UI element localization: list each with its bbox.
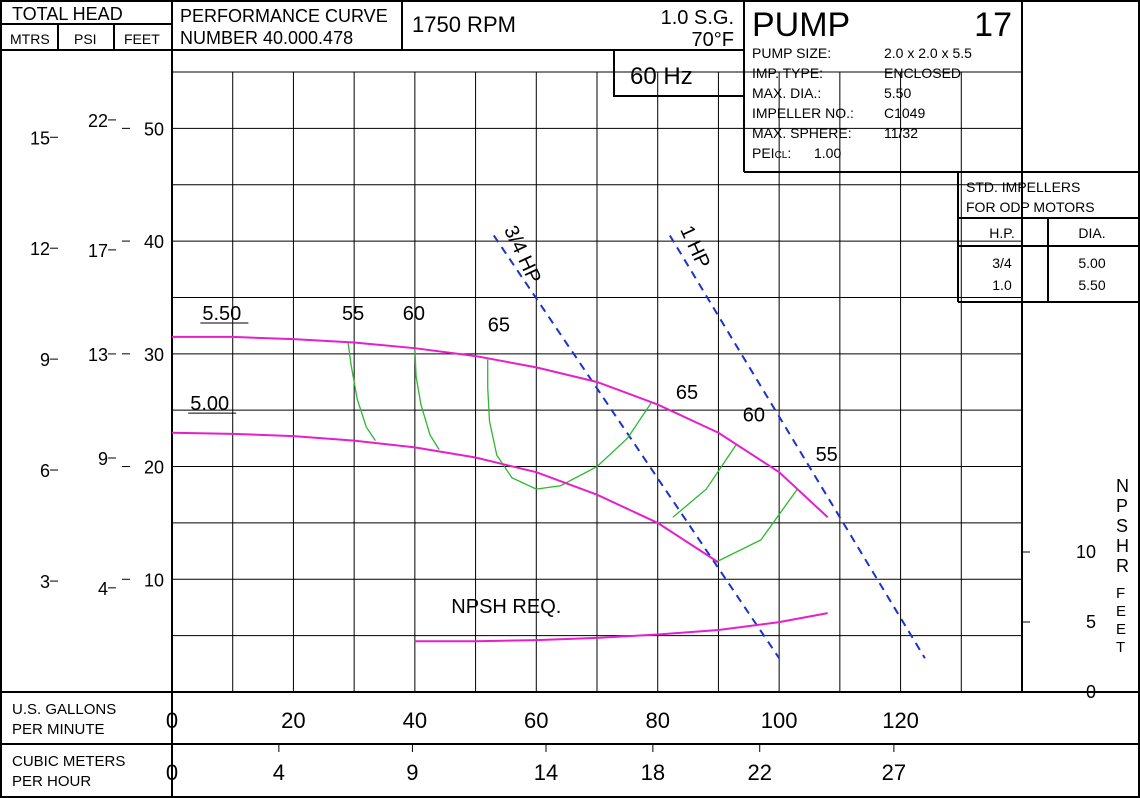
npshr-unit: E [1116, 603, 1126, 620]
eff-curve [715, 489, 797, 562]
table-cell: 3/4 [992, 255, 1012, 271]
spec-value: ENCLOSED [884, 65, 961, 81]
head-curve [172, 433, 718, 563]
eff-label: 60 [743, 404, 765, 426]
y-feet-tick: 50 [144, 119, 164, 139]
npsh-tick: 10 [1076, 542, 1096, 562]
x-cm-tick: 18 [641, 760, 665, 785]
spec-label: IMPELLER NO.: [752, 105, 854, 121]
npsh-tick: 5 [1086, 612, 1096, 632]
table-cell: 5.50 [1078, 277, 1105, 293]
y-mtrs-tick: 6 [40, 461, 50, 481]
y-psi-tick: 22 [88, 111, 108, 131]
hp-label: 1 HP [675, 222, 714, 272]
sg-label: 1.0 S.G. [661, 7, 734, 29]
x-cubic-label: CUBIC METERS [12, 753, 125, 770]
x-cm-tick: 9 [406, 760, 418, 785]
x-gpm-tick: 40 [403, 708, 427, 733]
pump-curve-sheet: TOTAL HEADMTRSPSIFEETPERFORMANCE CURVENU… [0, 0, 1140, 798]
pump-label: PUMP [752, 6, 850, 44]
curve-number-label: NUMBER 40.000.478 [180, 28, 353, 48]
head-curve [172, 337, 828, 517]
spec-value: C1049 [884, 105, 925, 121]
x-cm-tick: 0 [166, 760, 178, 785]
y-mtrs-tick: 3 [40, 572, 50, 592]
x-gpm-tick: 0 [166, 708, 178, 733]
head-label: 5.50 [202, 303, 241, 325]
x-cm-tick: 14 [534, 760, 558, 785]
npshr-label: R [1116, 556, 1129, 576]
spec-label: IMP. TYPE: [752, 65, 823, 81]
y-feet-tick: 10 [144, 570, 164, 590]
mtrs-label: MTRS [10, 31, 50, 47]
head-label: NPSH REQ. [451, 596, 561, 618]
pei-label: PEICL: [752, 145, 791, 161]
eff-curve [488, 359, 652, 489]
col-hp: H.P. [989, 225, 1014, 241]
spec-value: 5.50 [884, 85, 911, 101]
head-label: 5.00 [190, 393, 229, 415]
eff-label: 55 [342, 303, 364, 325]
npshr-label: H [1116, 536, 1129, 556]
npshr-unit: E [1116, 621, 1126, 638]
col-dia: DIA. [1078, 225, 1105, 241]
chart-svg: TOTAL HEADMTRSPSIFEETPERFORMANCE CURVENU… [2, 2, 1138, 796]
y-psi-tick: 9 [98, 449, 108, 469]
x-gpm-tick: 80 [645, 708, 669, 733]
pei-value: 1.00 [814, 145, 841, 161]
spec-label: MAX. SPHERE: [752, 125, 852, 141]
eff-label: 60 [403, 303, 425, 325]
y-mtrs-tick: 9 [40, 350, 50, 370]
y-psi-tick: 17 [88, 241, 108, 261]
npshr-unit: F [1116, 585, 1125, 602]
npsh-tick: 0 [1086, 682, 1096, 702]
x-gpm-tick: 60 [524, 708, 548, 733]
eff-label: 65 [676, 382, 698, 404]
eff-curve [415, 348, 439, 449]
eff-label: 55 [816, 444, 838, 466]
total-head-label: TOTAL HEAD [12, 4, 123, 24]
table-cell: 5.00 [1078, 255, 1105, 271]
y-mtrs-tick: 12 [30, 239, 50, 259]
x-cm-tick: 4 [273, 760, 285, 785]
psi-label: PSI [74, 31, 97, 47]
x-gallons-label: U.S. GALLONS [12, 701, 116, 718]
x-gallons-label2: PER MINUTE [12, 721, 105, 738]
npshr-unit: T [1116, 639, 1125, 656]
impeller-table-title2: FOR ODP MOTORS [966, 199, 1095, 215]
npshr-label: S [1116, 516, 1128, 536]
x-cm-tick: 27 [882, 760, 906, 785]
y-feet-tick: 20 [144, 458, 164, 478]
spec-value: 2.0 x 2.0 x 5.5 [884, 45, 972, 61]
spec-label: PUMP SIZE: [752, 45, 831, 61]
x-gpm-tick: 120 [882, 708, 919, 733]
y-feet-tick: 40 [144, 232, 164, 252]
x-cm-tick: 22 [747, 760, 771, 785]
eff-curve [673, 444, 737, 517]
hp-curve [670, 235, 925, 658]
x-gpm-tick: 20 [281, 708, 305, 733]
spec-value: 11/32 [884, 125, 918, 141]
y-psi-tick: 4 [98, 579, 108, 599]
eff-label: 65 [488, 314, 510, 336]
y-feet-tick: 30 [144, 345, 164, 365]
feet-label: FEET [124, 31, 160, 47]
npshr-label: P [1116, 496, 1128, 516]
hz-label: 60 Hz [630, 63, 693, 90]
perf-curve-label: PERFORMANCE CURVE [180, 6, 388, 26]
y-mtrs-tick: 15 [30, 128, 50, 148]
x-cubic-label2: PER HOUR [12, 773, 91, 790]
eff-curve [348, 343, 375, 441]
temp-label: 70°F [692, 29, 734, 51]
npshr-label: N [1116, 476, 1129, 496]
rpm-label: 1750 RPM [412, 12, 516, 37]
hp-label: 3/4 HP [499, 222, 545, 287]
x-gpm-tick: 100 [761, 708, 798, 733]
impeller-table-title: STD. IMPELLERS [966, 179, 1080, 195]
table-cell: 1.0 [992, 277, 1012, 293]
pump-number: 17 [974, 6, 1012, 44]
spec-label: MAX. DIA.: [752, 85, 821, 101]
y-psi-tick: 13 [88, 345, 108, 365]
